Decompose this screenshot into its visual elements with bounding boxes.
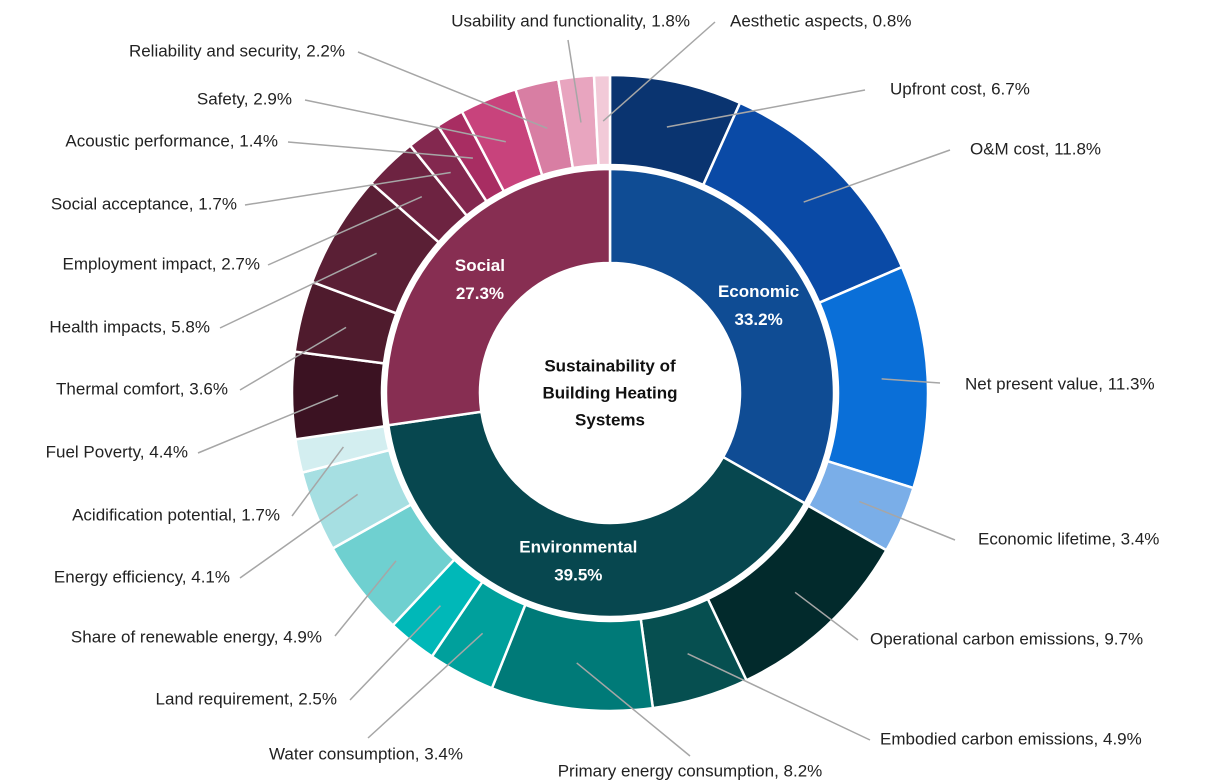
leader-line	[349, 605, 441, 701]
leader-line	[244, 171, 451, 206]
leader-line	[666, 89, 866, 128]
leaders	[197, 21, 956, 757]
leader-line	[794, 591, 859, 641]
group-value: 39.5%	[554, 566, 602, 585]
outer-segment	[817, 265, 930, 490]
leader-line	[367, 632, 484, 739]
leader-line	[602, 21, 716, 122]
outer-ring	[290, 73, 930, 713]
center-label: Systems	[575, 410, 645, 429]
segment-label: Economic lifetime, 3.4%	[978, 529, 1159, 548]
segment-label: Land requirement, 2.5%	[156, 689, 337, 708]
segment-label: Acidification potential, 1.7%	[72, 505, 280, 524]
group-name: Economic	[718, 282, 799, 301]
group-value: 33.2%	[734, 310, 782, 329]
segment-label: Usability and functionality, 1.8%	[451, 11, 690, 30]
inner-segment	[608, 167, 836, 506]
segment-label: Health impacts, 5.8%	[49, 317, 210, 336]
segment-label: Social acceptance, 1.7%	[51, 194, 237, 213]
segment-label: Acoustic performance, 1.4%	[65, 131, 278, 150]
leader-line	[219, 252, 377, 329]
leader-line	[287, 141, 473, 159]
outer-segment	[290, 350, 386, 441]
outer-segment	[592, 73, 612, 167]
leader-line	[267, 195, 423, 266]
leader-line	[576, 662, 691, 757]
group-value: 27.3%	[456, 284, 504, 303]
segment-label: Employment impact, 2.7%	[63, 254, 260, 273]
leader-line	[334, 560, 397, 637]
segment-label: Aesthetic aspects, 0.8%	[730, 11, 911, 30]
segment-label: Safety, 2.9%	[197, 89, 292, 108]
leader-line	[687, 653, 871, 741]
segment-label: Thermal comfort, 3.6%	[56, 379, 228, 398]
center-label: Sustainability of	[544, 356, 676, 375]
segment-label: Share of renewable energy, 4.9%	[71, 627, 322, 646]
group-name: Environmental	[519, 538, 637, 557]
center-label: Building Heating	[542, 383, 677, 402]
segment-label: Primary energy consumption, 8.2%	[558, 761, 823, 780]
segment-label: Water consumption, 3.4%	[269, 744, 463, 763]
group-name: Social	[455, 256, 505, 275]
leader-line	[859, 500, 956, 541]
leader-line	[357, 51, 548, 130]
segment-label: Upfront cost, 6.7%	[890, 79, 1030, 98]
leader-line	[304, 99, 506, 143]
segment-label: Operational carbon emissions, 9.7%	[870, 629, 1143, 648]
segment-label: Fuel Poverty, 4.4%	[46, 442, 188, 461]
segment-label: O&M cost, 11.8%	[970, 139, 1101, 158]
leader-line	[197, 394, 339, 454]
segment-label: Reliability and security, 2.2%	[129, 41, 345, 60]
inner-segment	[386, 410, 807, 619]
leader-line	[291, 446, 345, 517]
leader-line	[239, 326, 347, 391]
leader-line	[803, 149, 951, 203]
leader-line	[567, 39, 582, 123]
leader-line	[239, 493, 359, 579]
segment-label: Energy efficiency, 4.1%	[54, 567, 230, 586]
leader-line	[881, 378, 941, 384]
segment-label: Embodied carbon emissions, 4.9%	[880, 729, 1142, 748]
inner-segment	[384, 167, 612, 427]
segment-label: Net present value, 11.3%	[965, 374, 1155, 393]
inner-ring	[384, 167, 836, 619]
